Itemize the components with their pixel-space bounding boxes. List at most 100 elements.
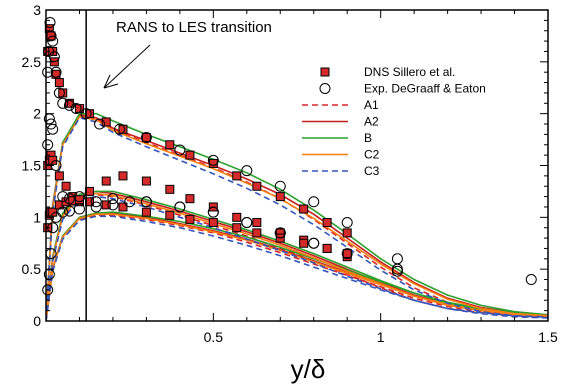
exp-marker xyxy=(391,253,403,265)
series-line-b-3 xyxy=(46,211,548,321)
legend-label: DNS Sillero et al. xyxy=(364,65,455,79)
dns-marker xyxy=(299,238,309,248)
dns-marker xyxy=(322,218,332,228)
exp-marker xyxy=(57,206,69,218)
dns-marker xyxy=(232,212,242,222)
x-tick-label: 0.5 xyxy=(204,329,224,345)
dns-marker xyxy=(118,171,128,181)
exp-marker xyxy=(525,274,537,286)
legend-square-marker xyxy=(320,67,330,77)
dns-marker xyxy=(61,181,71,191)
exp-marker xyxy=(114,123,126,135)
dns-marker xyxy=(101,176,111,186)
dns-marker xyxy=(299,204,309,214)
exp-marker xyxy=(140,196,152,208)
dns-marker xyxy=(185,214,195,224)
exp-marker xyxy=(57,191,69,203)
dns-marker xyxy=(252,228,262,238)
exp-marker xyxy=(48,51,60,63)
exp-marker xyxy=(90,201,102,213)
exp-marker xyxy=(308,237,320,249)
legend-circle-marker xyxy=(319,83,331,94)
series-line-c2-3 xyxy=(46,213,548,321)
dns-marker xyxy=(185,150,195,160)
dns-marker xyxy=(54,78,64,88)
dns-marker xyxy=(185,194,195,204)
plot-area xyxy=(42,9,549,322)
exp-marker xyxy=(42,139,54,151)
exp-marker xyxy=(57,97,69,109)
x-tick-label: 1 xyxy=(377,329,385,345)
series-line-c2-1 xyxy=(46,115,548,321)
dns-marker xyxy=(322,243,332,253)
dns-marker xyxy=(101,117,111,127)
dns-marker xyxy=(342,228,352,238)
exp-marker xyxy=(308,196,320,208)
exp-marker xyxy=(207,206,219,218)
exp-marker xyxy=(47,123,59,135)
legend-label: C3 xyxy=(364,164,380,178)
y-tick-label: 1.5 xyxy=(22,158,42,174)
dns-marker xyxy=(165,140,175,150)
exp-marker xyxy=(174,201,186,213)
exp-marker xyxy=(107,193,119,205)
legend: DNS Sillero et al. Exp. DeGraaff & Eaton A… xyxy=(302,65,486,178)
y-tick-label: 0.5 xyxy=(22,261,42,277)
axis-ticks xyxy=(46,9,549,322)
legend-label: A2 xyxy=(364,115,379,129)
legend-label: Exp. DeGraaff & Eaton xyxy=(364,82,486,96)
dns-marker xyxy=(165,210,175,220)
exp-marker xyxy=(391,265,403,277)
annotation: RANS to LES transition xyxy=(103,19,272,89)
dns-marker xyxy=(232,223,242,233)
exp-marker xyxy=(274,227,286,239)
annotation-arrow-head xyxy=(103,83,119,89)
exp-marker xyxy=(241,165,253,177)
exp-marker xyxy=(124,196,136,208)
annotation-arrow-shaft xyxy=(103,44,151,89)
dns-marker xyxy=(118,202,128,212)
exp-marker xyxy=(73,203,85,215)
series-line-b-1 xyxy=(46,112,548,321)
dns-marker xyxy=(74,195,84,205)
dns-marker xyxy=(58,88,68,98)
y-tick-label: 2 xyxy=(33,106,41,122)
series-line-c3-1 xyxy=(46,116,548,321)
exp-marker xyxy=(274,180,286,192)
exp-marker xyxy=(63,99,75,111)
legend-label: B xyxy=(364,131,372,145)
exp-marker xyxy=(341,217,353,229)
exp-marker xyxy=(42,284,54,296)
y-tick-label: 2.5 xyxy=(22,54,42,70)
series-line-c3-3 xyxy=(46,215,548,321)
exp-marker xyxy=(94,118,106,130)
dns-marker xyxy=(54,171,64,181)
exp-marker xyxy=(42,66,54,78)
dns-marker xyxy=(342,249,352,259)
annotation-arrow-head xyxy=(103,74,111,89)
y-tick-label: 0 xyxy=(33,313,41,329)
x-tick-label: 1.5 xyxy=(538,329,558,345)
exp-marker xyxy=(174,144,186,156)
exp-marker xyxy=(44,16,56,28)
dns-marker xyxy=(165,184,175,194)
annotation-text: RANS to LES transition xyxy=(116,19,272,36)
exp-marker xyxy=(207,154,219,166)
dns-marker xyxy=(208,218,218,228)
series-markers xyxy=(42,16,537,296)
legend-label: C2 xyxy=(364,148,380,162)
exp-marker xyxy=(73,191,85,203)
dns-marker xyxy=(141,176,151,186)
dns-marker xyxy=(118,124,128,134)
exp-marker xyxy=(107,199,119,211)
exp-marker xyxy=(140,132,152,144)
dns-marker xyxy=(141,133,151,143)
dns-marker xyxy=(232,171,242,181)
legend-label: A1 xyxy=(364,98,379,112)
dns-marker xyxy=(252,181,262,191)
dns-marker xyxy=(275,192,285,202)
series-lines xyxy=(46,112,548,321)
exp-marker xyxy=(53,87,65,99)
dns-marker xyxy=(101,200,111,210)
x-axis-label: y/δ xyxy=(291,354,326,384)
